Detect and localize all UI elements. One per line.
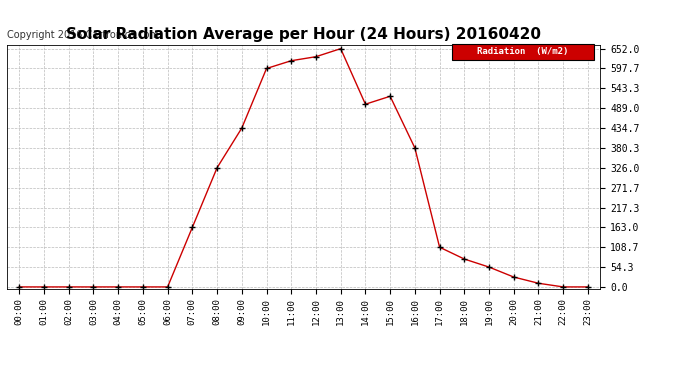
Text: Copyright 2016 Cartronics.com: Copyright 2016 Cartronics.com [7,30,159,40]
FancyBboxPatch shape [452,44,594,60]
Title: Solar Radiation Average per Hour (24 Hours) 20160420: Solar Radiation Average per Hour (24 Hou… [66,27,541,42]
Text: Radiation  (W/m2): Radiation (W/m2) [477,47,569,56]
